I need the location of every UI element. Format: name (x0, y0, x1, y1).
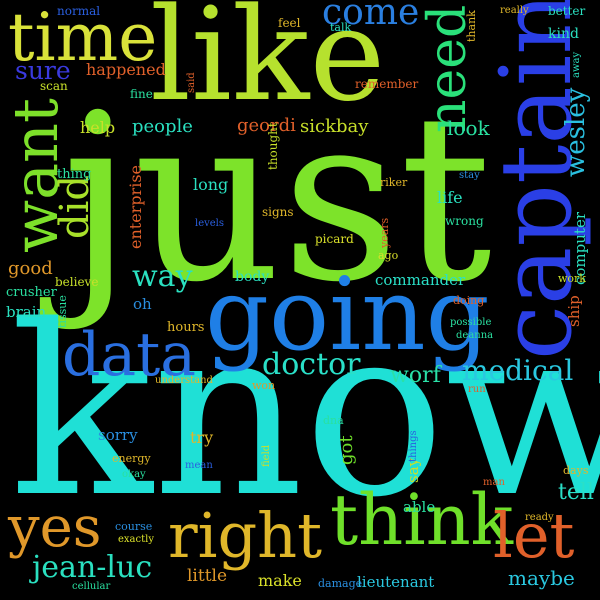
word: man (483, 477, 505, 488)
word: data (62, 320, 197, 390)
word: okay (122, 469, 146, 480)
word: think (330, 479, 514, 561)
word: long (193, 175, 229, 194)
word: energy (112, 452, 151, 465)
word: sure (15, 56, 71, 85)
word: won (252, 379, 276, 392)
word: believe (55, 275, 99, 289)
word: picard (315, 232, 354, 246)
word: right (168, 499, 323, 572)
word: years (378, 217, 391, 248)
word: like (150, 0, 386, 130)
word: better (548, 4, 586, 18)
word: time (8, 0, 158, 76)
word: ship (565, 295, 583, 327)
word: medical (462, 354, 574, 387)
word: sorry (98, 426, 138, 444)
word: maybe (508, 566, 575, 590)
word: help (80, 118, 116, 137)
word: understand (155, 375, 213, 386)
word: know (10, 276, 600, 549)
word: levels (195, 218, 225, 229)
word: able (403, 498, 436, 516)
word: talk (330, 21, 352, 34)
word: look (447, 116, 490, 140)
word: feel (278, 16, 301, 30)
word: deanna (456, 330, 494, 341)
word: mean (185, 460, 213, 471)
word: tell (558, 480, 594, 505)
word: hours (167, 320, 205, 335)
word: doing (453, 294, 485, 307)
word: field (261, 444, 272, 467)
word: thought (266, 122, 280, 170)
word: just (62, 66, 492, 333)
word: little (187, 566, 228, 586)
word: really (500, 5, 529, 16)
word: signs (262, 205, 294, 219)
word: people (132, 116, 193, 137)
word: crusher (6, 285, 57, 300)
word: jean-luc (32, 550, 153, 585)
word: run (468, 384, 486, 395)
word: days (563, 464, 589, 477)
word: away (571, 51, 582, 78)
word: stay (459, 170, 480, 181)
word: got (336, 435, 357, 465)
word: scan (40, 79, 68, 93)
word: fine (130, 87, 153, 101)
word: course (115, 520, 153, 533)
word: wesley (561, 87, 591, 177)
word: worf (390, 363, 441, 388)
word: life (437, 188, 463, 207)
word: lieutenant (357, 573, 435, 591)
word: ready (525, 512, 554, 523)
word: let (493, 499, 575, 572)
word: make (258, 571, 302, 590)
word: way (132, 259, 193, 294)
word: kind (548, 26, 579, 42)
word: oh (133, 295, 152, 313)
word: said (186, 72, 197, 93)
word: geordi (237, 115, 296, 136)
word: brain (6, 303, 47, 321)
word: work (558, 272, 586, 285)
word: exactly (118, 534, 154, 545)
word: thank (465, 10, 478, 42)
word: things (408, 430, 419, 462)
word: cellular (72, 581, 111, 592)
word: dna (323, 414, 344, 427)
word: going (205, 256, 490, 373)
word: riker (380, 176, 408, 189)
word: damage (318, 577, 363, 590)
word: ago (378, 249, 399, 262)
word: remember (355, 77, 419, 91)
word: commander (375, 271, 466, 289)
word: did (52, 174, 98, 239)
word: yes (8, 495, 102, 560)
word: happened (86, 60, 166, 79)
word: sickbay (300, 116, 369, 137)
word: come (322, 0, 420, 33)
word: tissue (56, 295, 69, 328)
word: thing (57, 167, 92, 182)
word: enterprise (126, 164, 145, 249)
word: wrong (445, 214, 484, 228)
word: possible (450, 317, 492, 328)
word: doctor (262, 347, 361, 382)
word: good (8, 258, 53, 279)
word: normal (57, 4, 101, 18)
word: body (235, 269, 270, 285)
word: try (190, 428, 214, 447)
